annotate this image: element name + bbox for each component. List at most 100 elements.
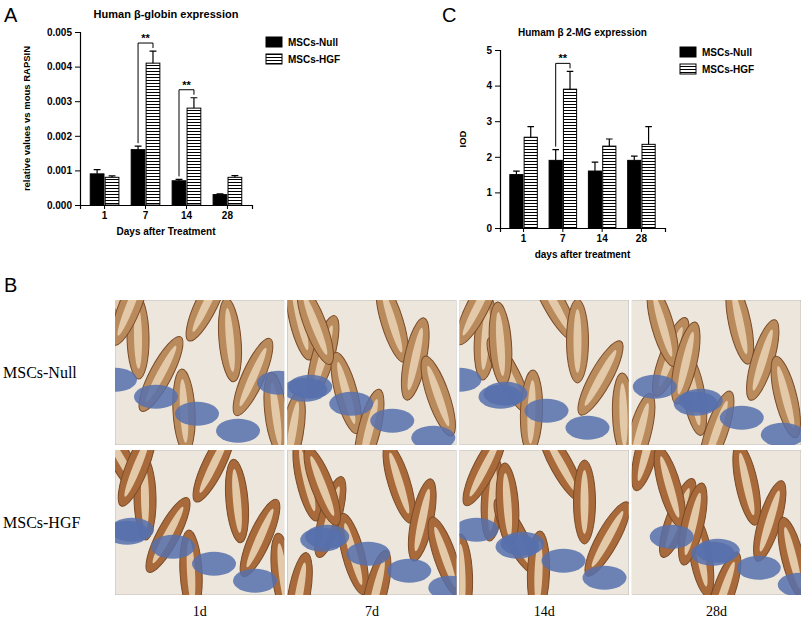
- tick-mark: [75, 205, 80, 206]
- tick-mark: [495, 157, 500, 158]
- tick: 0.001: [47, 165, 80, 176]
- tick: 1: [486, 187, 500, 198]
- x-axis-title: Days after Treatment: [117, 226, 217, 237]
- significance-bracket: [556, 63, 570, 146]
- bar: [510, 175, 523, 228]
- tick-label: 0.003: [47, 96, 72, 107]
- tick-mark: [145, 205, 146, 209]
- x-axis: 1 7 14 28: [81, 205, 253, 221]
- legend-swatch: [680, 64, 696, 74]
- tick: 7: [560, 228, 566, 244]
- error-bar: [135, 146, 142, 149]
- tick-mark: [523, 228, 524, 232]
- y-axis-title: IOD: [457, 130, 468, 147]
- column-label: 14d: [534, 604, 555, 619]
- bar: [628, 160, 641, 228]
- tick-mark: [495, 50, 500, 51]
- chart-title: Humam β 2-MG expression: [518, 27, 647, 38]
- figure: Human β-globin expression 0.000 0.001 0.002…: [0, 0, 809, 630]
- bar: [172, 181, 186, 205]
- tick-mark: [104, 205, 105, 209]
- legend-label: MSCs-Null: [288, 37, 338, 48]
- bar: [603, 146, 616, 228]
- tick-mark: [495, 228, 500, 229]
- bar: [524, 137, 537, 228]
- bar: [213, 195, 227, 205]
- micrograph: [287, 300, 456, 445]
- panel-label: B: [4, 274, 17, 296]
- legend-swatch: [680, 47, 696, 57]
- annotation: **: [141, 32, 150, 44]
- legend-label: MSCs-HGF: [288, 54, 340, 65]
- tick: 28: [636, 228, 648, 244]
- tick-label: 1: [102, 210, 108, 221]
- tick-label: 7: [143, 210, 149, 221]
- error-bar: [592, 162, 599, 171]
- tick: 7: [143, 205, 149, 221]
- bar: [90, 174, 104, 205]
- tick-label: 0.000: [47, 200, 72, 211]
- tick-mark: [227, 205, 228, 209]
- tick: 28: [222, 205, 234, 221]
- x-axis: 1 7 14 28: [501, 228, 666, 244]
- tick-mark: [75, 32, 80, 33]
- significance-bracket: [138, 43, 153, 143]
- error-bar: [217, 193, 224, 195]
- legend: MSCs-NullMSCs-HGF: [680, 47, 754, 75]
- error-bar: [191, 98, 198, 108]
- micrograph: [632, 300, 801, 445]
- tick-label: 28: [636, 233, 648, 244]
- tick: 5: [486, 45, 500, 56]
- tick-label: 0: [486, 223, 492, 234]
- tick-label: 14: [597, 233, 609, 244]
- error-bar: [150, 51, 157, 63]
- axis-line: [75, 33, 81, 206]
- axis-line: [501, 229, 666, 233]
- tick: 0: [486, 223, 500, 234]
- bar: [146, 63, 160, 205]
- error-bar: [631, 156, 638, 160]
- y-axis-title: relative values vs mous RAPSIN: [21, 46, 32, 191]
- tick-mark: [75, 136, 80, 137]
- tick-mark: [495, 192, 500, 193]
- tick: 3: [486, 116, 500, 127]
- y-axis: 0.000 0.001 0.002 0.003 0.004 0.005: [47, 27, 81, 211]
- tick: 0.005: [47, 27, 80, 38]
- column-label: 7d: [365, 604, 379, 619]
- tick: 0.002: [47, 131, 80, 142]
- legend-swatch: [266, 37, 282, 47]
- tick: 14: [181, 205, 193, 221]
- error-bar: [109, 176, 116, 177]
- bar: [131, 150, 145, 205]
- legend-label: MSCs-HGF: [702, 64, 754, 75]
- axis-line: [81, 206, 253, 210]
- tick-label: 7: [560, 233, 566, 244]
- tick: 14: [597, 228, 609, 244]
- error-bar: [645, 127, 652, 145]
- tick-mark: [602, 228, 603, 232]
- tick: 1: [102, 205, 108, 221]
- legend-swatch: [266, 54, 282, 64]
- tick-label: 1: [521, 233, 527, 244]
- chart-title: Human β-globin expression: [94, 8, 239, 20]
- tick-label: 0.002: [47, 131, 72, 142]
- annotation: **: [559, 52, 568, 64]
- error-bar: [176, 179, 183, 180]
- row-label: MSCs-HGF: [3, 514, 80, 531]
- tick-label: 4: [486, 80, 492, 91]
- tick-mark: [75, 67, 80, 68]
- error-bar: [231, 176, 238, 178]
- tick-label: 5: [486, 45, 492, 56]
- error-bar: [527, 127, 534, 138]
- bar: [187, 108, 201, 205]
- row-label: MSCs-Null: [3, 364, 77, 381]
- micrograph: [115, 450, 284, 595]
- error-bar: [552, 150, 559, 161]
- chart: Human β-globin expression 0.000 0.001 0.002…: [21, 8, 253, 237]
- tick: 0.003: [47, 96, 80, 107]
- plot-area: [510, 71, 655, 228]
- tick: 0.000: [47, 200, 80, 211]
- tick-mark: [186, 205, 187, 209]
- tick: 0.004: [47, 61, 80, 72]
- bar: [563, 89, 576, 228]
